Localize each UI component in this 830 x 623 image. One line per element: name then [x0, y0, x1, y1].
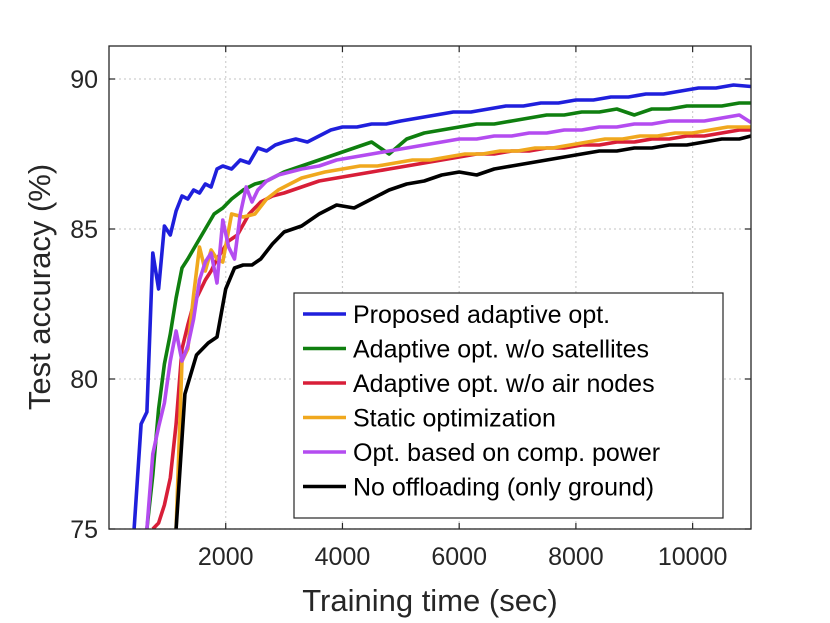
legend-label-1: Adaptive opt. w/o satellites [353, 336, 649, 364]
legend-label-2: Adaptive opt. w/o air nodes [353, 370, 655, 398]
y-tick-label: 85 [70, 216, 98, 244]
x-tick-label: 10000 [658, 543, 728, 571]
legend: Proposed adaptive opt. Adaptive opt. w/o … [293, 292, 724, 519]
y-tick-label: 80 [70, 366, 98, 394]
series-line-1 [145, 101, 751, 529]
x-axis-label: Training time (sec) [302, 583, 558, 618]
axis-ticks: 2000 4000 6000 8000 10000 75 80 85 90 [70, 46, 751, 571]
y-tick-label: 75 [70, 516, 98, 544]
x-tick-label: 8000 [548, 543, 604, 571]
legend-label-3: Static optimization [353, 405, 556, 433]
legend-box [293, 292, 724, 519]
y-axis-label: Test accuracy (%) [22, 164, 57, 410]
legend-label-4: Opt. based on comp. power [353, 439, 660, 467]
series-line-0 [132, 83, 751, 529]
series-line-5 [174, 134, 751, 529]
x-tick-label: 4000 [315, 543, 371, 571]
x-tick-label: 6000 [431, 543, 487, 571]
y-tick-label: 90 [70, 66, 98, 94]
legend-label-0: Proposed adaptive opt. [353, 301, 610, 329]
series-line-3 [174, 125, 751, 529]
x-tick-label: 2000 [198, 543, 254, 571]
plot-frame [108, 45, 752, 530]
series-lines [132, 83, 751, 529]
legend-label-5: No offloading (only ground) [353, 474, 654, 502]
series-line-4 [145, 113, 751, 529]
